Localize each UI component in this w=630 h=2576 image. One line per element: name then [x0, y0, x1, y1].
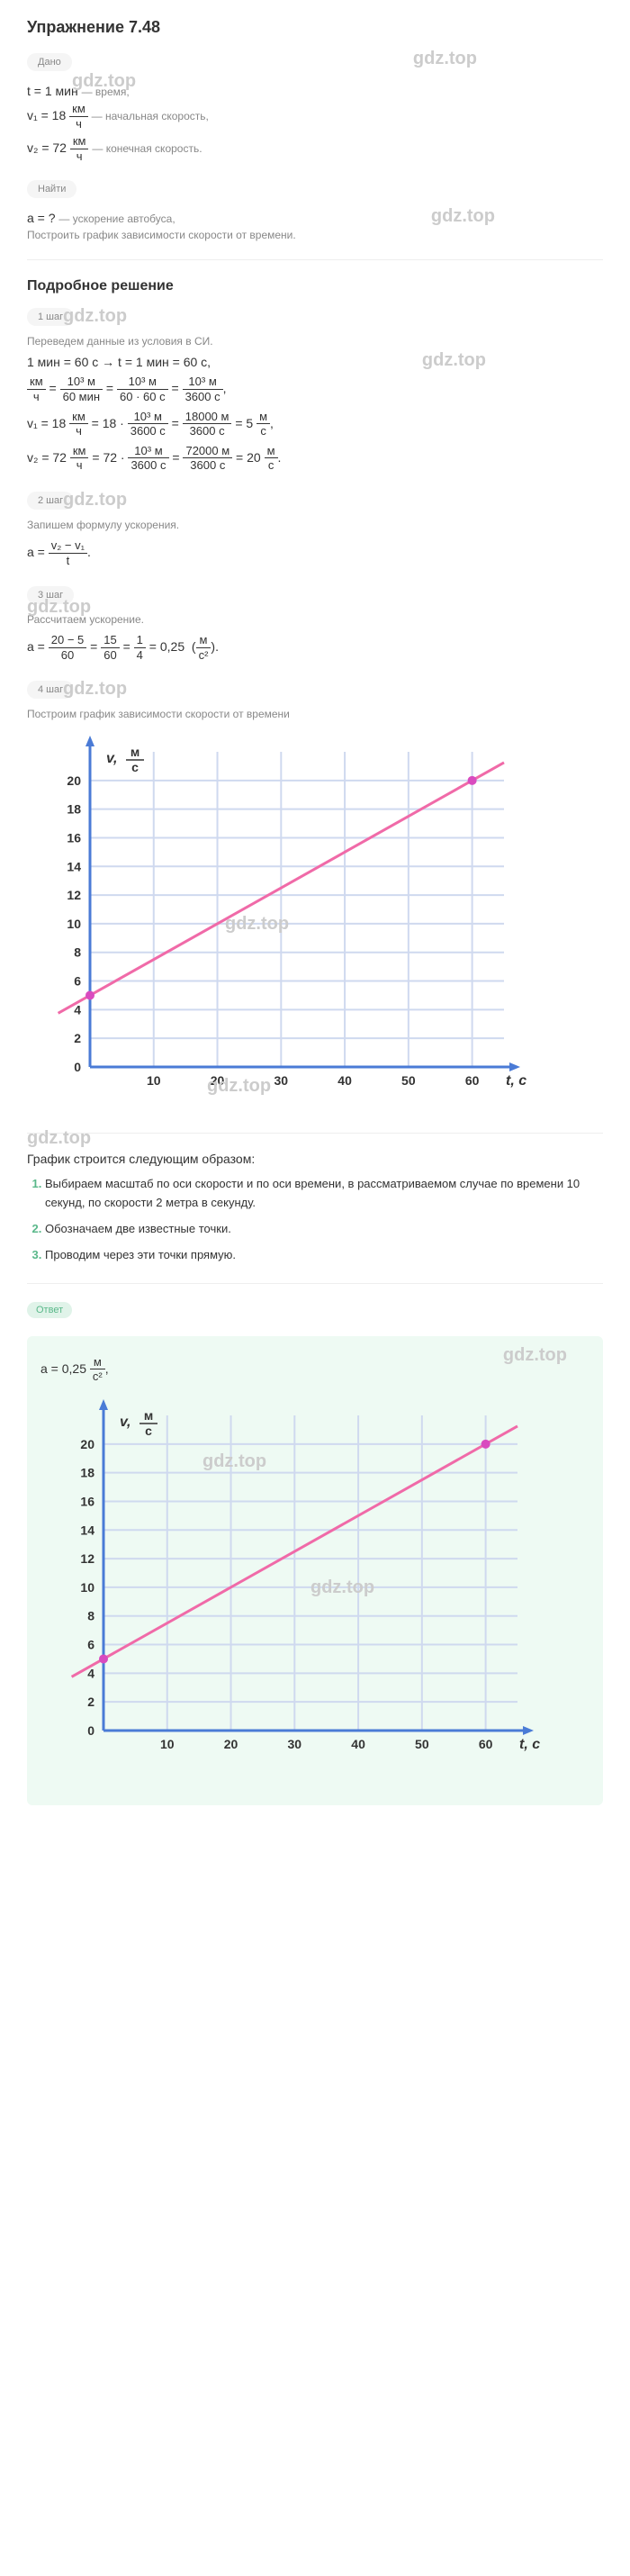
t-desc: — время, [82, 86, 130, 98]
svg-text:12: 12 [67, 888, 81, 902]
step3-eq: a = 20 − 560 = 1560 = 14 = 0,25 (мс²). [27, 633, 603, 662]
v1-value: v₁ = 18 [27, 108, 66, 122]
given-v1: v₁ = 18 кмч — начальная скорость, [27, 102, 603, 131]
svg-text:18: 18 [80, 1465, 94, 1479]
answer-box: a = 0,25 мс², gdz.top 102030405060024681… [27, 1336, 603, 1805]
svg-text:14: 14 [80, 1523, 94, 1537]
step1-eq2: кмч = 10³ м60 мин = 10³ м60 · 60 с = 10³… [27, 375, 603, 403]
svg-text:30: 30 [288, 1737, 302, 1751]
answer-value: a = 0,25 мс², [40, 1355, 590, 1384]
step1-eq1: 1 мин = 60 с → t = 1 мин = 60 с, [27, 355, 603, 369]
exercise-title: Упражнение 7.48 [27, 18, 603, 37]
svg-text:30: 30 [274, 1073, 289, 1088]
svg-text:10: 10 [80, 1580, 94, 1595]
step3-note: Рассчитаем ускорение. [27, 613, 603, 626]
svg-text:20: 20 [80, 1437, 94, 1451]
svg-text:20: 20 [224, 1737, 238, 1751]
badge-step4: 4 шаг [27, 681, 74, 699]
svg-text:t, с: t, с [519, 1737, 540, 1752]
svg-text:8: 8 [74, 945, 81, 960]
step4-note: Построим график зависимости скорости от … [27, 708, 603, 720]
svg-text:50: 50 [401, 1073, 416, 1088]
velocity-chart-1: 10203040506002468101214161820t, сv,мс gd… [27, 734, 603, 1115]
svg-text:с: с [131, 760, 139, 774]
given-v2: v₂ = 72 кмч — конечная скорость. [27, 134, 603, 163]
graph-intro: График строится следующим образом: [27, 1152, 603, 1166]
v1-desc: — начальная скорость, [92, 110, 209, 122]
unit-bot: с² [90, 1369, 105, 1384]
badge-naiti: Найти [27, 180, 76, 198]
svg-text:м: м [144, 1408, 153, 1423]
solution-title: Подробное решение [27, 278, 603, 294]
t-value: t = 1 мин [27, 84, 78, 98]
svg-text:18: 18 [67, 802, 81, 817]
svg-text:6: 6 [87, 1637, 94, 1651]
unit-bot: ч [70, 149, 89, 164]
a-desc: — ускорение автобуса, [58, 212, 175, 225]
find-a: a = ? — ускорение автобуса, [27, 211, 603, 225]
svg-text:6: 6 [74, 974, 81, 989]
svg-text:2: 2 [74, 1031, 81, 1045]
unit-top: км [70, 134, 89, 149]
svg-text:2: 2 [87, 1695, 94, 1709]
badge-dano: Дано [27, 53, 72, 71]
svg-text:v,: v, [120, 1415, 130, 1430]
watermark: gdz.top [27, 1128, 91, 1149]
list-item: Проводим через эти точки прямую. [45, 1246, 603, 1265]
svg-text:v,: v, [106, 751, 117, 766]
svg-text:8: 8 [87, 1608, 94, 1622]
step1-eq3: v₁ = 18 кмч = 18 · 10³ м3600 с = 18000 м… [27, 410, 603, 438]
svg-text:16: 16 [80, 1494, 94, 1508]
badge-step2: 2 шаг [27, 492, 74, 510]
svg-text:16: 16 [67, 831, 81, 845]
v2-value: v₂ = 72 [27, 140, 67, 155]
svg-text:м: м [130, 745, 140, 759]
step2-note: Запишем формулу ускорения. [27, 519, 603, 531]
step1-eq4: v₂ = 72 кмч = 72 · 10³ м3600 с = 72000 м… [27, 444, 603, 473]
chart-svg: 10203040506002468101214161820t, сv,мс [40, 1397, 544, 1776]
svg-text:20: 20 [67, 773, 81, 788]
watermark: gdz.top [413, 49, 477, 69]
svg-text:14: 14 [67, 860, 81, 874]
svg-text:0: 0 [87, 1723, 94, 1738]
badge-otvet: Ответ [27, 1302, 72, 1318]
unit-top: м [90, 1355, 105, 1370]
velocity-chart-2: 10203040506002468101214161820t, сv,мс gd… [40, 1397, 590, 1778]
list-item: Обозначаем две известные точки. [45, 1220, 603, 1239]
svg-text:40: 40 [338, 1073, 352, 1088]
find-task: Построить график зависимости скорости от… [27, 229, 603, 241]
unit-top: км [69, 102, 88, 117]
svg-text:10: 10 [147, 1073, 161, 1088]
svg-text:60: 60 [465, 1073, 480, 1088]
badge-step1: 1 шаг [27, 308, 74, 326]
chart-svg: 10203040506002468101214161820t, сv,мс [27, 734, 531, 1112]
svg-text:с: с [145, 1424, 152, 1438]
svg-text:20: 20 [211, 1073, 225, 1088]
svg-text:50: 50 [415, 1737, 429, 1751]
svg-text:10: 10 [160, 1737, 175, 1751]
step2-eq: a = v₂ − v₁t. [27, 538, 603, 567]
a-value: a = ? [27, 211, 56, 225]
list-item: Выбираем масштаб по оси скорости и по ос… [45, 1175, 603, 1213]
v2-desc: — конечная скорость. [92, 142, 202, 155]
svg-text:t, с: t, с [506, 1073, 526, 1089]
unit-bot: ч [69, 117, 88, 131]
badge-step3: 3 шаг [27, 586, 74, 604]
svg-text:12: 12 [80, 1551, 94, 1566]
svg-text:60: 60 [479, 1737, 493, 1751]
step1-note: Переведем данные из условия в СИ. [27, 335, 603, 348]
steps-list: Выбираем масштаб по оси скорости и по ос… [45, 1175, 603, 1264]
given-t: t = 1 мин — время, [27, 84, 603, 98]
svg-text:40: 40 [351, 1737, 365, 1751]
answer-text: a = 0,25 [40, 1360, 86, 1375]
svg-text:10: 10 [67, 917, 81, 931]
svg-text:0: 0 [74, 1060, 81, 1074]
